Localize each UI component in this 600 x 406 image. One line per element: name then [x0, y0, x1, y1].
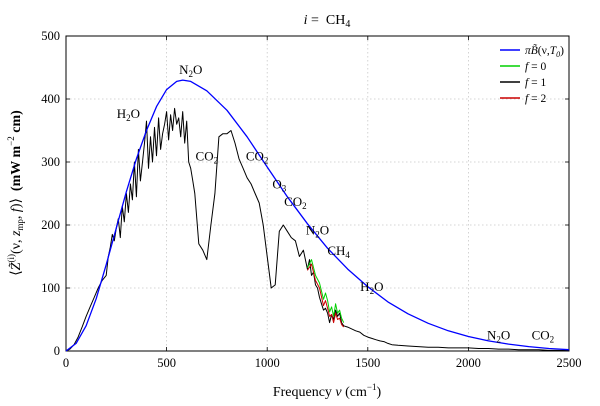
species-annotation: N2O: [179, 62, 202, 79]
grid: [66, 36, 569, 351]
species-annotation: CO2: [246, 149, 269, 166]
legend-label: f = 0: [525, 61, 546, 73]
series-line-3: [306, 263, 345, 328]
x-tick-label: 500: [157, 356, 176, 370]
svg-text:Frequency ν (cm−1): Frequency ν (cm−1): [273, 382, 382, 400]
y-tick-label: 200: [41, 218, 60, 232]
series-layer: [65, 79, 570, 352]
x-axis-title-unit-exp: −1: [367, 382, 377, 392]
x-axis-title-main: Frequency: [273, 385, 336, 400]
legend-label: f = 2: [525, 93, 546, 105]
title-species-subscript: 4: [345, 19, 350, 30]
y-axis-title-args2: ,: [9, 212, 24, 219]
y-axis-title-f: f: [9, 206, 24, 212]
legend: πB̃(ν,T0) f = 0 f = 1 f = 2: [500, 43, 564, 105]
species-annotation: N2O: [487, 328, 510, 345]
y-axis-title-z: z: [9, 230, 24, 237]
x-axis-title: Frequency ν (cm−1): [273, 382, 382, 400]
series-line-0: [65, 79, 570, 352]
y-axis-title: ⟨Z̃(i)(ν, zmp, f)⟩ (mW m−2 cm): [6, 110, 25, 276]
title-equals: =: [308, 13, 326, 28]
y-axis-title-args3: )⟩: [9, 191, 24, 208]
x-tick-label: 2000: [456, 356, 481, 370]
species-annotation: O3: [272, 176, 286, 193]
y-axis-title-Z: Z̃: [8, 262, 24, 270]
y-tick-label: 500: [41, 29, 60, 43]
x-axis-title-unit-close: ): [376, 385, 381, 400]
species-annotation: H2O: [117, 106, 140, 123]
y-tick-label: 100: [41, 281, 60, 295]
y-axis-title-zsub: mp: [15, 219, 25, 231]
y-axis-title-units: (mW m: [9, 145, 24, 191]
species-annotation: CO2: [532, 328, 555, 345]
svg-text:⟨Z̃(i)(ν, zmp, f)⟩ (mW m−2 cm: ⟨Z̃(i)(ν, zmp, f)⟩ (mW m−2 cm): [6, 110, 25, 276]
y-tick-label: 300: [41, 155, 60, 169]
plot-frame: [65, 35, 570, 352]
chart-title: i = CH4: [304, 13, 351, 30]
species-annotation: CO2: [196, 149, 219, 166]
x-tick-label: 0: [63, 356, 69, 370]
y-axis-title-sup: (i): [6, 254, 16, 263]
y-tick-label: 400: [41, 92, 60, 106]
series-line-1: [306, 259, 345, 323]
svg-text:i = CH4: i = CH4: [304, 13, 351, 30]
y-axis-title-args: (ν,: [9, 236, 24, 254]
species-annotation: H2O: [360, 279, 383, 296]
legend-label: f = 1: [525, 77, 546, 89]
title-variable: i: [304, 13, 308, 28]
y-axis-title-units-exp: −2: [6, 136, 16, 146]
y-axis-title-units-end: cm): [9, 110, 24, 136]
series-line-2: [65, 107, 569, 352]
legend-label: πB̃(ν,T0): [525, 43, 564, 59]
x-tick-label: 1000: [255, 356, 280, 370]
x-axis-title-var: ν: [335, 385, 342, 400]
x-tick-label: 1500: [355, 356, 380, 370]
species-annotation: CO2: [284, 194, 307, 211]
title-species: CH: [326, 13, 345, 28]
x-tick-label: 2500: [557, 356, 582, 370]
x-axis-title-unit: (cm: [342, 385, 367, 400]
species-annotation: N2O: [306, 222, 329, 239]
axis-ticks: 0 500 1000 1500 2000 2500 0 100 200 300 400 500: [41, 29, 581, 370]
species-annotation: CH4: [327, 243, 350, 260]
y-tick-label: 0: [54, 344, 60, 358]
y-axis-title-open: ⟨: [9, 270, 24, 275]
